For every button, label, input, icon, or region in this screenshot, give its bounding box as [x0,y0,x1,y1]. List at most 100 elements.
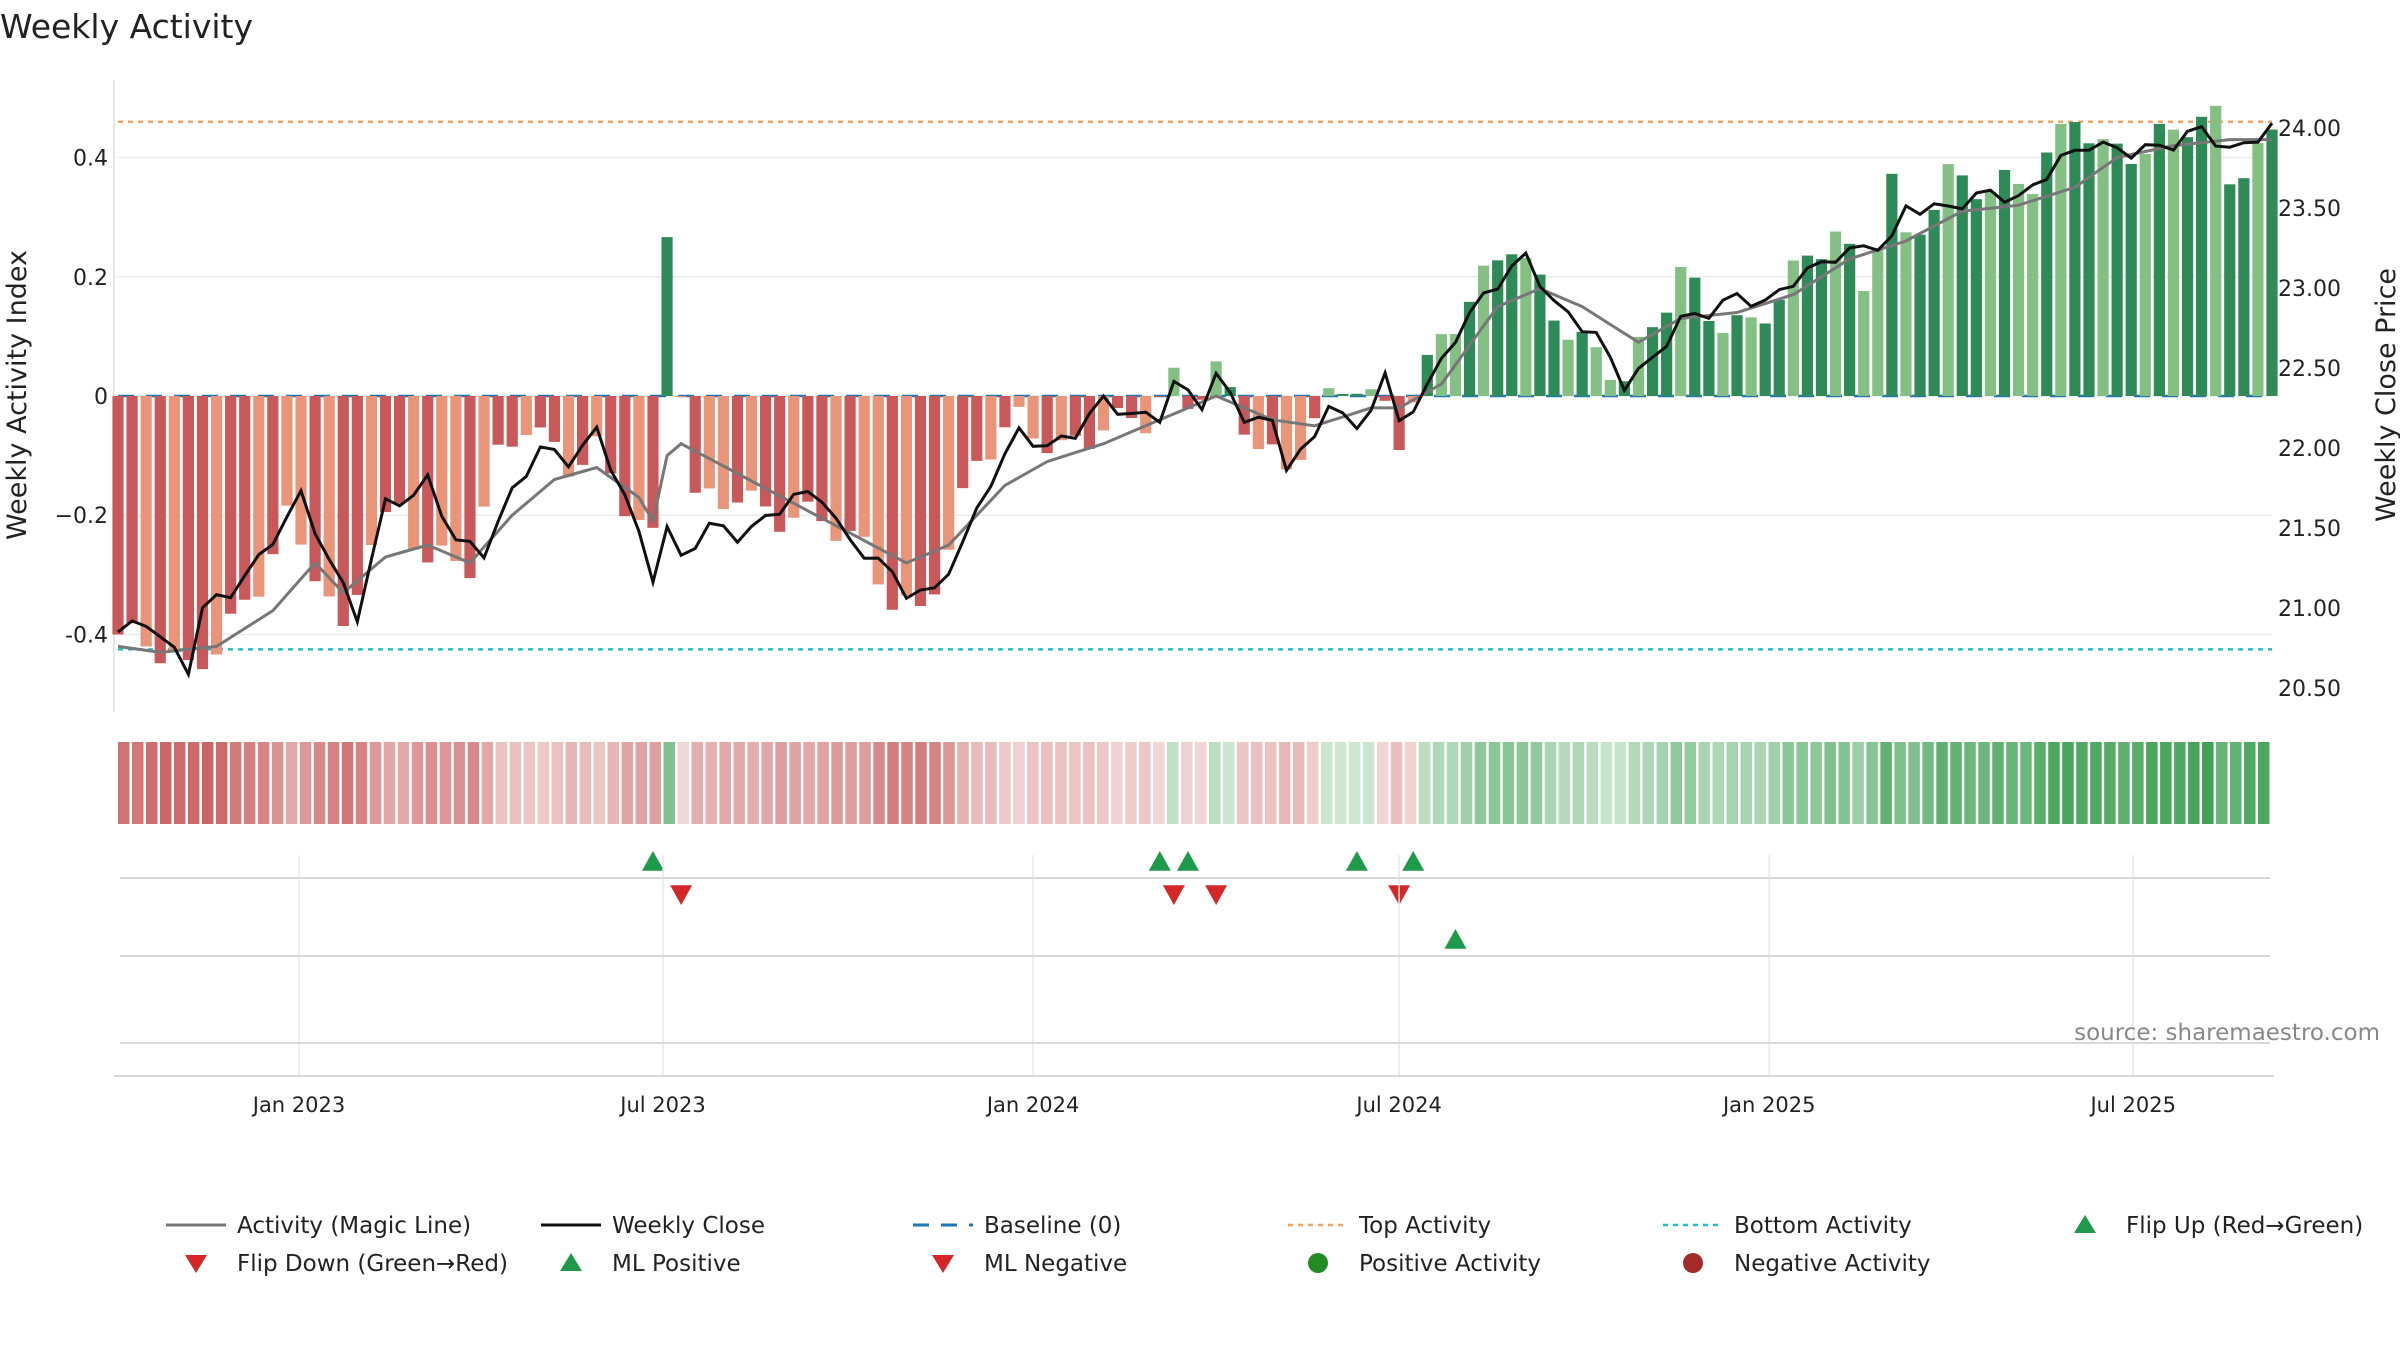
strip-cell [1768,742,1780,824]
legend-swatch-negative-activity [1683,1253,1703,1273]
strip-cell [2216,742,2228,824]
strip-cell [1782,742,1794,824]
strip-cell [1908,742,1920,824]
activity-bar [1210,361,1222,396]
activity-bar [408,396,420,550]
strip-cell [2160,742,2172,824]
activity-bar [675,396,687,398]
strip-cell [118,742,130,824]
strip-cell [1586,742,1599,824]
x-tick-label: Jul 2023 [618,1093,705,1117]
activity-bar [1111,396,1124,409]
strip-cell [705,742,717,824]
strip-cell [1195,742,1207,824]
legend-label: Positive Activity [1359,1251,1541,1277]
strip-cell [1936,742,1948,824]
activity-bar [1083,396,1096,449]
strip-cell [1027,742,1039,824]
legend-swatch-positive-activity [1308,1253,1328,1273]
legend-label: Bottom Activity [1734,1213,1912,1239]
activity-bar [1928,209,1940,396]
strip-cell [2076,742,2088,824]
strip-cell [1404,742,1417,824]
activity-bar [450,396,462,561]
strip-cell [1278,742,1291,824]
strip-cell [145,742,158,824]
activity-bar [1393,396,1405,451]
strip-cell [1041,742,1053,824]
activity-bar [126,396,138,624]
y-tick-label: −0.2 [55,504,108,529]
activity-bar [295,396,307,545]
strip-cell [999,742,1011,824]
strip-cell [803,742,815,824]
source-note: source: sharemaestro.com [2074,1020,2380,1046]
strip-cell [2146,742,2158,824]
activity-bar [309,396,321,582]
activity-bar [1182,396,1194,409]
strip-cell [159,742,172,824]
y-axis-ticks: 0.4 0.2 0 −0.2 -0.4 [55,147,108,649]
strip-cell [985,742,997,824]
y-tick-label: 0.2 [73,266,108,291]
activity-bar [1323,388,1335,396]
strip-cell [691,742,703,824]
legend-swatch-flip-up [2074,1215,2096,1233]
legend-swatch-ml-negative [932,1255,954,1273]
strip-cell [1334,742,1347,824]
strip-cell [733,742,745,824]
activity-bar [478,396,490,507]
activity-bar [112,396,124,635]
x-tick-label: Jan 2025 [1721,1093,1816,1117]
activity-bar [196,396,209,670]
strip-cell [1111,742,1123,824]
activity-bar [1478,265,1490,396]
legend-swatch-ml-positive [560,1253,582,1271]
strip-cell [1320,742,1333,824]
strip-cell [1656,742,1669,824]
activity-bar [900,396,912,596]
activity-bar [337,396,349,627]
strip-cell [761,742,773,824]
strip-cell [1153,742,1165,824]
y2-tick-label: 20.50 [2278,677,2341,702]
activity-bar [1506,254,1518,396]
activity-bar [1731,315,1743,396]
activity-bar [1745,317,1757,396]
flip-up-marker [1402,851,1425,871]
ml-positive-marker [1444,929,1467,949]
activity-bar [1097,396,1110,431]
activity-bar [1238,396,1250,435]
strip-cell [929,742,941,824]
strip-cell [1670,742,1683,824]
activity-bar [1914,234,1926,396]
strip-cell [1264,742,1277,824]
activity-bar [802,396,814,502]
activity-bar [886,396,898,610]
activity-bar [140,396,152,647]
activity-bar [1126,396,1138,419]
y2-axis-ticks: 24.00 23.50 23.00 22.50 22.00 21.50 21.00 20.50 [2278,117,2341,702]
strip-cell [1838,742,1850,824]
strip-cell [243,742,256,824]
activity-bar [351,396,363,595]
activity-bar [957,396,969,489]
activity-bar [914,396,927,607]
strip-cell [1222,742,1235,824]
activity-bar [253,396,265,597]
strip-cell [1572,742,1585,824]
activity-bar [1604,379,1616,396]
strip-cell [831,742,843,824]
strip-cell [775,742,787,824]
strip-cell [1125,742,1137,824]
strip-cell [1362,742,1375,824]
activity-bar [985,396,997,460]
strip-cell [271,742,284,824]
strip-cell [1894,742,1906,824]
activity-bar [1956,175,1968,396]
activity-bar [2210,105,2222,396]
strip-cell [1726,742,1738,824]
strip-cell [1754,742,1766,824]
activity-bar [703,396,715,489]
legend-label: ML Negative [984,1251,1127,1277]
